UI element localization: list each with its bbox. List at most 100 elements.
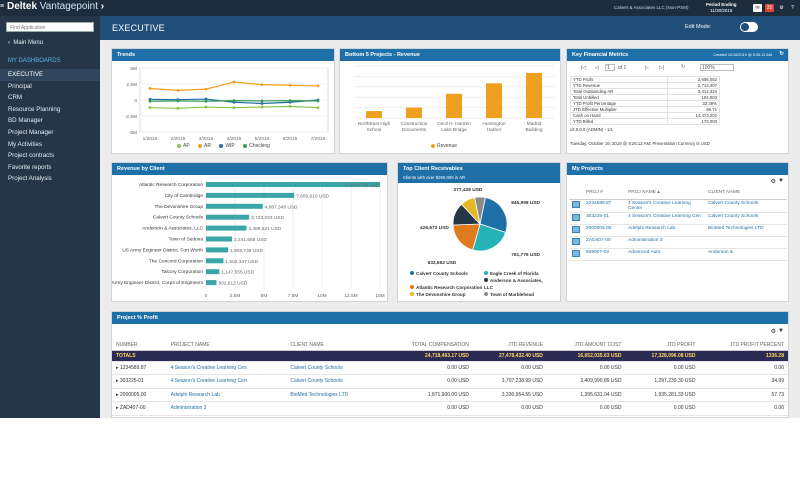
table-row[interactable]: 609007-03 Advanced Auto Anderson & (569, 248, 787, 261)
data-point[interactable] (148, 87, 152, 90)
project-name-link[interactable]: 4 Season's Creative Learning Cen (170, 364, 247, 371)
table-row[interactable]: 2234589.87 4 Season's Creative Learning C… (569, 199, 787, 213)
period-ending[interactable]: Period Ending 11/30/2016 (706, 2, 737, 13)
bar[interactable] (206, 247, 229, 253)
table-row[interactable]: ▸ 303225-01 4 Season's Creative Learning … (112, 374, 788, 389)
filter-icon[interactable]: ▼ (778, 178, 784, 184)
filter-icon[interactable]: ▼ (778, 328, 784, 334)
bar[interactable] (206, 225, 247, 231)
data-point[interactable] (260, 105, 264, 109)
column-header[interactable]: PROJECT NAME (166, 340, 287, 351)
table-row[interactable]: ▸ 1234589.87 4 Season's Creative Learning… (112, 361, 788, 375)
sidebar-item-project-analysis[interactable]: Project Analysis (8, 175, 52, 183)
pie-slice[interactable] (472, 223, 507, 252)
proj-num-link[interactable]: 609007-03 (586, 249, 609, 255)
settings-icon[interactable]: ⚙ (770, 179, 776, 185)
proj-name-link[interactable]: Advanced Auto (628, 249, 661, 255)
company-selector[interactable]: Calvert & Associates LLC (Non-PSM) (614, 5, 689, 10)
refresh-icon[interactable]: ↻ (779, 51, 784, 57)
data-point[interactable] (288, 105, 292, 108)
sidebar-item-resource-planning[interactable]: Resource Planning (8, 105, 61, 113)
data-point[interactable] (288, 99, 292, 103)
sidebar-item-bd-manager[interactable]: BD Manager (8, 117, 43, 125)
prev-page-icon[interactable]: ◁ (595, 65, 599, 71)
project-name-link[interactable]: 4 Season's Creative Learning Cen (170, 378, 247, 385)
col-proj-name[interactable]: PROJ NAME ▴ (625, 189, 705, 200)
first-page-icon[interactable]: |◁ (581, 65, 587, 71)
data-point[interactable] (204, 99, 208, 103)
sidebar-item-executive[interactable]: EXECUTIVE (0, 69, 100, 81)
column-header[interactable]: NUMBER (112, 340, 167, 351)
table-row[interactable]: ZAD407-00 Administration 3 (569, 236, 787, 249)
find-application-input[interactable]: Find Application (6, 22, 94, 32)
bar[interactable] (206, 182, 380, 187)
project-name-link[interactable]: Administration 3 (170, 405, 207, 412)
settings-gear-icon[interactable]: ⚙ (779, 5, 784, 11)
bar[interactable] (486, 83, 502, 118)
expand-row-icon[interactable]: ▸ (116, 405, 120, 412)
client-link[interactable]: Calvert County Schools (708, 200, 759, 206)
hamburger-menu-icon[interactable]: ≡ (0, 3, 5, 10)
data-point[interactable] (176, 99, 180, 103)
pie-slice[interactable] (474, 196, 486, 225)
proj-name-link[interactable]: Administration 3 (628, 237, 663, 243)
next-page-icon[interactable]: ▷ (645, 65, 649, 71)
bar[interactable] (366, 111, 382, 118)
proj-num-link[interactable]: 303225-01 (586, 213, 609, 219)
bar[interactable] (526, 72, 542, 118)
data-point[interactable] (260, 83, 264, 87)
col-proj-num[interactable]: PROJ # (583, 189, 625, 200)
help-icon[interactable]: ? (791, 5, 794, 11)
page-input[interactable]: 1 (605, 64, 615, 71)
bar[interactable] (206, 203, 263, 209)
expand-row-icon[interactable]: ▸ (116, 364, 120, 371)
report-refresh-icon[interactable]: ↻ (681, 64, 686, 70)
data-point[interactable] (176, 89, 180, 92)
data-point[interactable] (288, 83, 292, 87)
zoom-select[interactable]: 100% (700, 64, 734, 71)
data-point[interactable] (260, 99, 264, 103)
edit-mode-toggle[interactable] (740, 22, 758, 32)
sidebar-item-principal[interactable]: Principal (8, 82, 32, 90)
app-logo[interactable]: Deltek Vantagepoint › (7, 1, 105, 12)
proj-num-link[interactable]: ZAD407-00 (586, 237, 611, 243)
expand-row-icon[interactable]: ▸ (116, 391, 120, 398)
proj-num-link[interactable]: 2234589.87 (586, 200, 612, 206)
bar[interactable] (446, 93, 462, 118)
data-point[interactable] (260, 102, 264, 105)
main-menu-back[interactable]: ‹ Main Menu (8, 40, 44, 46)
sidebar-item-project-manager[interactable]: Project Manager (8, 128, 54, 136)
data-point[interactable] (176, 106, 180, 110)
data-point[interactable] (148, 97, 152, 101)
sidebar-item-favorite-reports[interactable]: Favorite reports (8, 163, 52, 171)
column-header[interactable]: JTD REVENUE (472, 340, 547, 351)
data-point[interactable] (232, 106, 236, 110)
client-name-link[interactable]: BioMed Technologies LTD (290, 391, 349, 398)
pie-slice[interactable] (479, 197, 508, 233)
client-link[interactable]: Anderson & (708, 249, 734, 255)
chat-icon[interactable]: ✉ (753, 4, 762, 12)
column-header[interactable]: JTD PROFIT (625, 340, 700, 351)
proj-name-link[interactable]: Adelphi Research Lab (628, 225, 676, 231)
sidebar-item-my-activities[interactable]: My Activities (8, 140, 43, 148)
client-name-link[interactable]: Calvert County Schools (290, 364, 343, 371)
bar[interactable] (406, 107, 422, 118)
data-point[interactable] (232, 99, 236, 103)
data-point[interactable] (316, 84, 320, 88)
bar[interactable] (206, 269, 220, 275)
bar[interactable] (206, 236, 233, 242)
data-point[interactable] (148, 106, 152, 110)
table-row[interactable]: ▸ 2000005.00 Adelphi Research Lab BioMed T… (112, 388, 788, 402)
bar[interactable] (206, 280, 217, 286)
notifications-badge[interactable]: 25 (765, 4, 774, 12)
data-point[interactable] (316, 99, 320, 103)
client-link[interactable]: Calvert County Schools (708, 213, 759, 219)
data-point[interactable] (204, 97, 208, 101)
sidebar-item-crm[interactable]: CRM (8, 94, 23, 102)
expand-row-icon[interactable]: ▸ (116, 378, 120, 385)
data-point[interactable] (148, 99, 152, 103)
bar[interactable] (206, 258, 224, 264)
column-header[interactable]: JTD PROFIT PERCENT (699, 340, 788, 351)
table-row[interactable]: ▸ ZAD407-00 Administration 3 0.00 USD 0.00 … (112, 401, 788, 416)
last-page-icon[interactable]: ▷| (659, 65, 665, 71)
